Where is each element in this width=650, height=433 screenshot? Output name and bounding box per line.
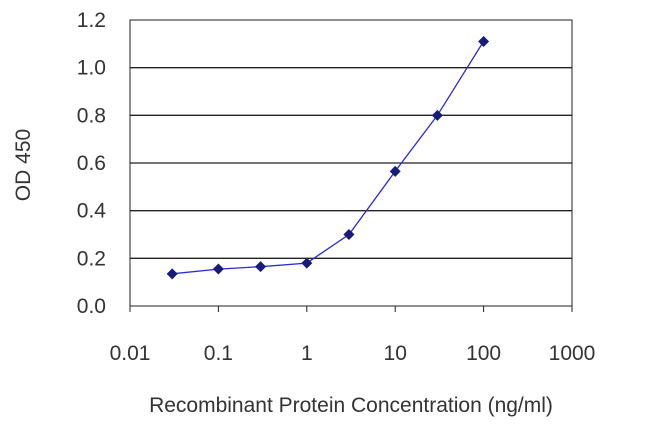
x-tick-label: 0.1 <box>204 342 233 365</box>
plot-area <box>129 19 573 307</box>
x-tick-label: 10 <box>384 342 407 365</box>
data-point-marker <box>166 268 178 280</box>
x-axis-title: Recombinant Protein Concentration (ng/ml… <box>149 394 553 417</box>
y-tick-label: 1.0 <box>77 57 106 80</box>
data-points <box>166 35 490 280</box>
data-point-marker <box>431 109 443 121</box>
grid-lines <box>130 67 572 259</box>
y-tick-label: 1.2 <box>77 9 106 32</box>
y-tick-label: 0.8 <box>77 104 106 127</box>
series-line <box>172 41 485 275</box>
data-point-marker <box>212 263 224 275</box>
data-point-marker <box>389 165 401 177</box>
y-tick-label: 0.6 <box>77 152 106 175</box>
data-point-marker <box>255 261 267 273</box>
data-point-marker <box>478 35 490 47</box>
x-tick-label: 1000 <box>549 342 596 365</box>
y-tick-label: 0.0 <box>77 295 106 318</box>
data-point-marker <box>343 229 355 240</box>
y-tick-labels: 0.0 0.2 0.4 0.6 0.8 1.0 1.2 <box>77 9 107 318</box>
x-tick-marks <box>129 306 573 312</box>
x-tick-labels: 0.01 0.1 1 10 100 1000 <box>110 342 596 365</box>
x-tick-label: 100 <box>466 342 501 365</box>
y-tick-label: 0.4 <box>77 200 107 223</box>
x-tick-label: 1 <box>301 342 313 365</box>
data-point-marker <box>301 257 313 269</box>
x-tick-label: 0.01 <box>110 342 151 365</box>
y-axis-title: OD 450 <box>12 129 35 201</box>
y-tick-label: 0.2 <box>77 247 106 270</box>
